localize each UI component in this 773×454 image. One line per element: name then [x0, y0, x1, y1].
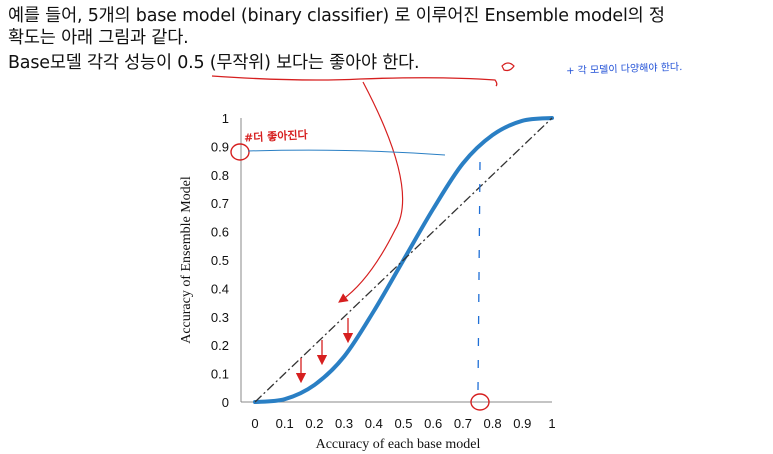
- y-tick-label: 0.7: [211, 196, 229, 211]
- x-tick-label: 0.2: [305, 416, 323, 431]
- y-tick-label: 0: [222, 395, 229, 410]
- y-tick-label: 0.9: [211, 139, 229, 154]
- y-tick-label: 0.3: [211, 310, 229, 325]
- line3-prefix: Base모델 각각 성능이: [8, 53, 178, 73]
- blue-vertical-dashed-line: [477, 161, 481, 391]
- x-tick-label: 1: [548, 416, 555, 431]
- y-tick-label: 0.2: [211, 338, 229, 353]
- chart-series: [253, 116, 554, 404]
- x-tick-label: 0.4: [365, 416, 383, 431]
- chart-ticks: 0 0.1 0.2 0.3 0.4 0.5 0.6 0.7 0.8 0.9 1 0 0.1 0.2 0.3 0…: [211, 111, 556, 431]
- y-tick-label: 0.5: [211, 253, 229, 268]
- intro-text-line1: 예를 들어, 5개의 base model (binary classifier…: [8, 6, 665, 26]
- x-tick-label: 0.5: [394, 416, 412, 431]
- x-tick-label: 0.8: [484, 416, 502, 431]
- x-tick-label: 0: [251, 416, 258, 431]
- intro-text-line2: 확도는 아래 그림과 같다.: [8, 28, 189, 48]
- x-tick-label: 0.3: [335, 416, 353, 431]
- y-tick-label: 0.4: [211, 281, 229, 296]
- y-axis-label: Accuracy of Ensemble Model: [179, 176, 194, 344]
- handwritten-check-mark: [501, 62, 515, 72]
- circle-annotation-y: [230, 143, 250, 161]
- blue-horizontal-line: [247, 149, 446, 156]
- highlighted-condition: 0.5 (무작위) 보다는 좋아야 한다.: [177, 53, 420, 73]
- intro-text-line3: Base모델 각각 성능이 0.5 (무작위) 보다는 좋아야 한다.: [8, 49, 420, 74]
- reference-diagonal-line: [254, 117, 553, 403]
- y-tick-label: 1: [222, 111, 229, 126]
- y-tick-label: 0.8: [211, 168, 229, 183]
- x-tick-label: 0.6: [424, 416, 442, 431]
- x-axis-label: Accuracy of each base model: [316, 437, 481, 452]
- x-tick-label: 0.7: [454, 416, 472, 431]
- handwritten-underline: [211, 75, 498, 87]
- curved-arrow-annotation: [338, 81, 404, 303]
- y-tick-label: 0.1: [211, 367, 229, 382]
- x-tick-label: 0.1: [276, 416, 294, 431]
- y-tick-label: 0.6: [211, 225, 229, 240]
- chart-axes: [240, 118, 552, 403]
- x-tick-label: 0.9: [513, 416, 531, 431]
- circle-annotation-x: [470, 393, 490, 411]
